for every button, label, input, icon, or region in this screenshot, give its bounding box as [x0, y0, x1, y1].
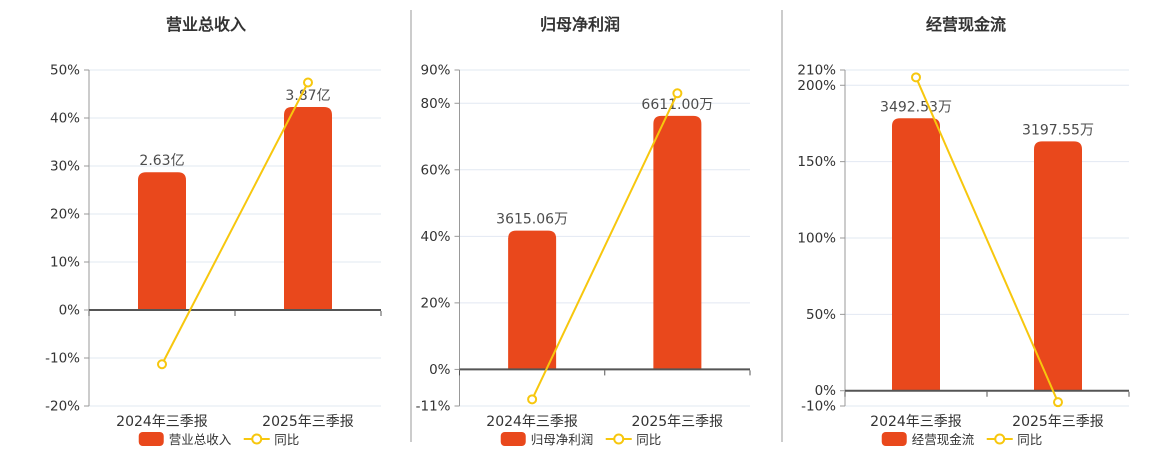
legend-label: 经营现金流	[911, 432, 975, 447]
y-axis-tick-label: -10%	[801, 399, 836, 415]
y-axis-tick-label: 100%	[797, 231, 836, 247]
y-axis-tick-label: 20%	[50, 207, 80, 223]
yoy-point-cash-flow-2024-q3[interactable]	[911, 72, 921, 83]
legend-cash-flow: 经营现金流 同比	[881, 429, 1042, 448]
y-axis-tick-label: 150%	[797, 154, 836, 170]
y-axis-tick-label: 0%	[815, 383, 837, 399]
yoy-point-revenue-2024-q3[interactable]	[157, 359, 167, 370]
bar-value-label: 2.63亿	[139, 153, 184, 169]
category-label-2025-q3: 2025年三季报	[1012, 414, 1104, 430]
category-label-2024-q3: 2024年三季报	[486, 414, 578, 430]
y-axis-tick-label: 60%	[420, 162, 450, 178]
y-axis-tick-label: 40%	[50, 111, 80, 127]
legend-label: 同比	[1017, 432, 1043, 447]
legend-revenue: 营业总收入 同比	[138, 429, 299, 448]
yoy-line	[531, 92, 679, 400]
bar-series-swatch-icon	[500, 431, 526, 446]
y-axis-tick-label: 50%	[50, 63, 80, 79]
y-axis-tick-label: 0%	[59, 303, 81, 319]
bar-cash-flow-2025-q3[interactable]	[1034, 141, 1082, 391]
y-axis-tick-label: 80%	[420, 96, 450, 112]
y-axis-tick-label: 20%	[420, 295, 450, 311]
yoy-point-net-profit-2024-q3[interactable]	[527, 394, 538, 405]
panel-cash-flow: 210%200% 150% 100% 50% 0%-10% 3492.53万 3197.55…	[797, 63, 1130, 415]
bar-net-profit-2024-q3[interactable]	[508, 230, 557, 370]
y-axis-tick-label: -20%	[45, 399, 80, 415]
bar-value-label: 3492.53万	[880, 99, 952, 115]
legend-label: 归母净利润	[530, 432, 594, 447]
bar-series-swatch-icon	[881, 431, 907, 446]
y-axis-tick-label: 30%	[50, 159, 80, 175]
y-axis-tick-label: 0%	[429, 362, 451, 378]
y-axis-tick-label: 40%	[420, 229, 450, 245]
chart-title-cash-flow: 经营现金流	[925, 15, 1007, 34]
yoy-line	[161, 82, 309, 365]
y-axis-tick-label: 200%	[797, 78, 836, 94]
panel-net-profit: 90% 80% 60% 40% 20% 0% -11% 3615.06万 6611.00万	[416, 63, 751, 415]
y-axis-tick-label: 90%	[420, 63, 450, 79]
chart-title-revenue: 营业总收入	[165, 15, 247, 34]
legend-item-cash-flow-bar[interactable]: 经营现金流	[881, 429, 975, 448]
bar-value-label: 3.87亿	[285, 88, 330, 104]
y-axis-tick-label: 50%	[806, 307, 836, 323]
y-axis-tick-label: 210%	[797, 63, 836, 79]
bar-value-label: 6611.00万	[641, 97, 713, 113]
line-series-marker-icon	[605, 433, 632, 445]
legend-item-revenue-yoy[interactable]: 同比	[243, 429, 299, 448]
yoy-point-net-profit-2025-q3[interactable]	[672, 88, 683, 99]
bar-series-swatch-icon	[138, 431, 164, 446]
yoy-point-revenue-2025-q3[interactable]	[303, 77, 313, 88]
y-axis-tick-label: -11%	[416, 399, 451, 415]
yoy-point-cash-flow-2025-q3[interactable]	[1053, 397, 1063, 408]
line-ring-icon	[250, 433, 262, 444]
legend-label: 同比	[636, 432, 662, 447]
yoy-line	[915, 76, 1059, 403]
legend-label: 营业总收入	[168, 432, 232, 447]
line-ring-icon	[993, 433, 1005, 444]
legend-net-profit: 归母净利润 同比	[500, 429, 661, 448]
line-series-marker-icon	[243, 433, 270, 445]
chart-title-net-profit: 归母净利润	[539, 15, 621, 34]
line-ring-icon	[612, 433, 624, 444]
panel-revenue: 50% 40% 30% 20% 10% 0% -10% -20% 2.63亿 3.87亿	[45, 63, 382, 415]
bar-value-label: 3615.06万	[496, 212, 568, 228]
legend-label: 同比	[274, 432, 300, 447]
bar-revenue-2024-q3[interactable]	[138, 172, 186, 310]
bar-net-profit-2025-q3[interactable]	[653, 115, 702, 370]
bar-cash-flow-2024-q3[interactable]	[892, 118, 940, 391]
y-axis-tick-label: -10%	[45, 351, 80, 367]
legend-item-revenue-bar[interactable]: 营业总收入	[138, 429, 232, 448]
category-label-2025-q3: 2025年三季报	[262, 414, 354, 430]
category-label-2024-q3: 2024年三季报	[870, 414, 962, 430]
legend-item-net-profit-bar[interactable]: 归母净利润	[500, 429, 594, 448]
line-series-marker-icon	[986, 433, 1013, 445]
category-label-2024-q3: 2024年三季报	[116, 414, 208, 430]
y-axis-tick-label: 10%	[50, 255, 80, 271]
category-label-2025-q3: 2025年三季报	[631, 414, 724, 430]
legend-item-cash-flow-yoy[interactable]: 同比	[986, 429, 1042, 448]
bar-revenue-2025-q3[interactable]	[284, 106, 332, 311]
legend-item-net-profit-yoy[interactable]: 同比	[605, 429, 661, 448]
bar-value-label: 3197.55万	[1022, 122, 1094, 138]
